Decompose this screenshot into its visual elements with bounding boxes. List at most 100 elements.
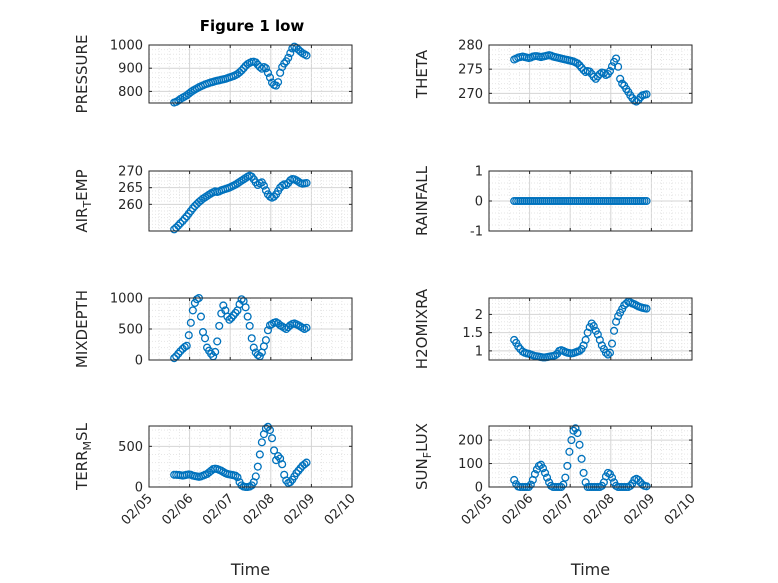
data-point (186, 318, 195, 327)
data-point (585, 67, 594, 76)
data-point (251, 472, 260, 481)
y-tick-label: 500 (118, 440, 143, 455)
data-series (170, 171, 311, 234)
x-tick-label: 02/05 (459, 491, 496, 528)
data-point (174, 221, 183, 230)
data-point (170, 354, 179, 363)
data-point (231, 471, 240, 480)
data-point (237, 66, 246, 75)
data-point (259, 181, 268, 190)
data-series (510, 196, 651, 206)
data-point (280, 59, 289, 68)
data-point (272, 456, 281, 465)
data-point (583, 328, 592, 337)
data-point (188, 204, 197, 213)
data-point (249, 343, 258, 352)
subplot-h2omixra: 1 1.5 2 H2OMIXRA (413, 288, 693, 369)
data-point (510, 475, 519, 485)
data-point (561, 473, 570, 482)
x-axis-label: Time (230, 560, 270, 579)
axes-box (148, 425, 353, 488)
data-point (261, 336, 270, 345)
data-point (229, 311, 238, 320)
x-tick-label: 02/10 (322, 491, 359, 528)
data-point (573, 59, 582, 68)
y-tick-label: 265 (118, 181, 143, 196)
data-point (286, 176, 295, 185)
data-point (540, 468, 550, 477)
data-point (186, 88, 195, 97)
y-axis-label: TERRMSL (73, 422, 94, 491)
data-point (257, 438, 266, 447)
data-point (292, 469, 301, 478)
data-point (530, 470, 539, 479)
data-point (227, 313, 236, 322)
y-tick-label: 0 (475, 195, 483, 210)
data-point (579, 341, 588, 350)
data-point (642, 482, 651, 491)
data-point (286, 478, 295, 487)
data-point (575, 61, 584, 70)
data-point (205, 190, 214, 199)
x-tick-label: 02/06 (159, 491, 196, 528)
data-point (200, 193, 210, 202)
data-point (257, 64, 266, 73)
data-point (265, 73, 275, 82)
subplot-terr_msl: 0 500 02/05 02/06 02/07 02/08 02/09 02/10 TERRMS… (73, 422, 359, 579)
y-tick-label: 0 (135, 481, 143, 496)
y-tick-label: 100 (458, 457, 483, 472)
data-point (274, 452, 283, 461)
data-point (292, 176, 301, 185)
data-point (231, 180, 240, 189)
data-point (178, 216, 187, 226)
data-point (567, 436, 576, 445)
y-tick-label: 1000 (110, 39, 143, 54)
y-axis-label: H2OMIXRA (413, 288, 431, 369)
data-point (302, 458, 311, 467)
data-point (269, 192, 279, 201)
data-point (180, 214, 189, 223)
data-point (632, 97, 641, 106)
data-point (605, 67, 615, 76)
data-point (296, 464, 305, 473)
data-point (577, 63, 586, 72)
axes-box (488, 44, 693, 104)
x-tick-label: 02/05 (119, 491, 156, 528)
y-axis-label: AIRTEMP (73, 169, 94, 232)
data-point (577, 454, 586, 463)
data-point (526, 480, 535, 489)
x-tick-label: 02/10 (662, 491, 699, 528)
data-point (267, 434, 277, 443)
data-point (255, 450, 264, 459)
data-point (581, 478, 590, 487)
data-point (200, 334, 210, 343)
data-series (170, 293, 311, 363)
data-point (265, 426, 275, 435)
data-point (603, 350, 613, 359)
data-point (607, 62, 617, 71)
data-point (261, 186, 270, 195)
data-point (563, 461, 572, 470)
y-tick-label: 800 (118, 85, 143, 100)
y-tick-label: 0 (475, 481, 483, 496)
data-point (174, 349, 183, 358)
y-tick-label: 0 (135, 354, 143, 369)
subplot-pressure: 800 900 1000 PRESSURE (73, 35, 353, 113)
data-point (188, 306, 197, 315)
data-point (286, 49, 295, 58)
data-point (184, 331, 193, 340)
data-point (247, 334, 256, 343)
data-point (233, 473, 242, 482)
data-point (245, 321, 254, 330)
x-tick-label: 02/09 (281, 491, 318, 528)
data-point (239, 64, 248, 73)
data-point (612, 54, 621, 63)
data-point (241, 303, 250, 312)
data-point (626, 481, 635, 490)
y-tick-label: 280 (458, 39, 483, 54)
y-tick-label: 500 (118, 323, 143, 338)
data-point (239, 175, 248, 184)
subplot-theta: 270 275 280 THETA (413, 39, 693, 106)
